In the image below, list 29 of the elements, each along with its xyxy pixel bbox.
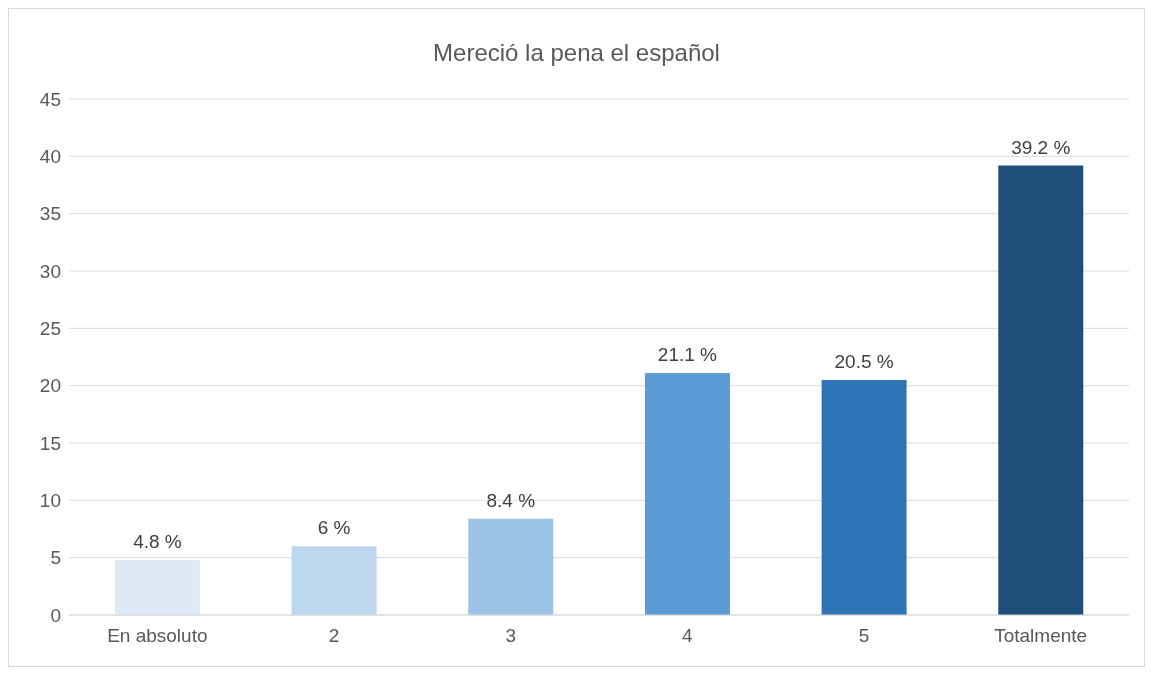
x-tick-label: 5: [858, 625, 870, 647]
y-tick-label: 45: [39, 88, 61, 110]
x-tick-label: 2: [328, 625, 340, 647]
data-label: 8.4 %: [486, 489, 536, 511]
y-tick-label: 15: [39, 432, 61, 454]
bar: [998, 165, 1084, 615]
data-label: 21.1 %: [657, 344, 718, 366]
y-tick-label: 5: [50, 547, 61, 569]
chart-title: Mereció la pena el español: [432, 39, 721, 68]
y-tick-label: 0: [50, 604, 61, 626]
bar: [644, 373, 730, 615]
data-label: 6 %: [317, 517, 351, 539]
x-tick-label: Totalmente: [994, 625, 1088, 647]
bar: [114, 559, 200, 615]
y-tick-label: 25: [39, 318, 61, 340]
data-label: 4.8 %: [133, 530, 182, 552]
x-tick-label: En absoluto: [107, 625, 208, 647]
x-tick-label: 4: [682, 625, 694, 647]
data-label: 20.5 %: [834, 350, 894, 372]
bar: [468, 518, 554, 615]
y-tick-label: 30: [39, 260, 61, 282]
data-label: 39.2 %: [1011, 136, 1071, 158]
bar: [291, 546, 377, 615]
y-tick-label: 10: [39, 490, 61, 512]
bar: [821, 379, 907, 615]
y-tick-label: 20: [39, 375, 61, 397]
x-tick-label: 3: [505, 625, 516, 647]
y-tick-label: 35: [39, 203, 61, 225]
y-tick-label: 40: [39, 146, 61, 168]
